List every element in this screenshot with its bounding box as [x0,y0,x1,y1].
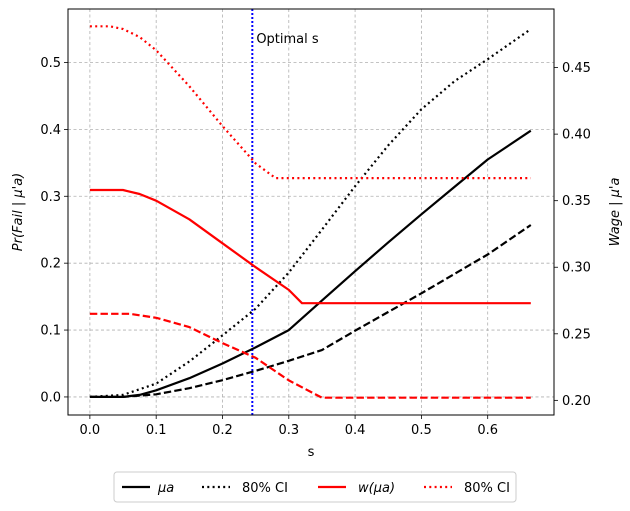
legend-label-0: μa [157,481,174,496]
x-ticks: 0.0 0.1 0.2 0.3 0.4 0.5 0.6 [80,415,498,438]
y-right-tick-label: 0.45 [562,61,591,76]
y-right-tick-label: 0.35 [562,194,591,209]
x-tick-label: 0.5 [411,423,432,438]
optimal-s-annotation: Optimal s [256,32,319,47]
x-axis-label: s [308,445,315,460]
series-line-4 [89,25,531,180]
series-line-1 [89,28,532,398]
y-left-tick-label: 0.1 [40,324,61,339]
x-tick-label: 0.2 [212,423,233,438]
y-left-tick-label: 0.4 [40,123,61,138]
y-right-axis-label: Wage | μ'a [608,178,623,247]
x-tick-label: 0.6 [477,423,498,438]
grid [68,9,554,415]
series-layer [89,25,532,399]
y-right-tick-label: 0.20 [562,394,591,409]
x-tick-label: 0.0 [80,423,101,438]
legend-label-2: w(μa) [358,481,395,496]
x-tick-label: 0.4 [345,423,366,438]
x-tick-label: 0.1 [146,423,167,438]
plot-frame [67,8,555,416]
legend-box [113,471,517,503]
y-left-ticks: 0.0 0.1 0.2 0.3 0.4 0.5 [40,56,68,405]
y-right-ticks: 0.20 0.25 0.30 0.35 0.40 0.45 [554,61,591,409]
legend: μa 80% CI w(μa) 80% CI [113,471,517,503]
y-right-tick-label: 0.40 [562,128,591,143]
y-left-tick-label: 0.3 [40,190,61,205]
series-line-2 [89,224,532,398]
y-right-tick-label: 0.30 [562,261,591,276]
y-right-tick-label: 0.25 [562,327,591,342]
legend-label-1: 80% CI [242,481,288,496]
y-left-tick-label: 0.0 [40,390,61,405]
x-tick-label: 0.3 [278,423,299,438]
series-line-3 [89,188,531,305]
y-left-axis-label: Pr(Fail | μ'a) [11,173,26,251]
y-left-tick-label: 0.5 [40,56,61,71]
y-left-tick-label: 0.2 [40,257,61,272]
legend-label-3: 80% CI [464,481,510,496]
series-line-5 [89,312,531,399]
series-line-0 [89,129,532,398]
